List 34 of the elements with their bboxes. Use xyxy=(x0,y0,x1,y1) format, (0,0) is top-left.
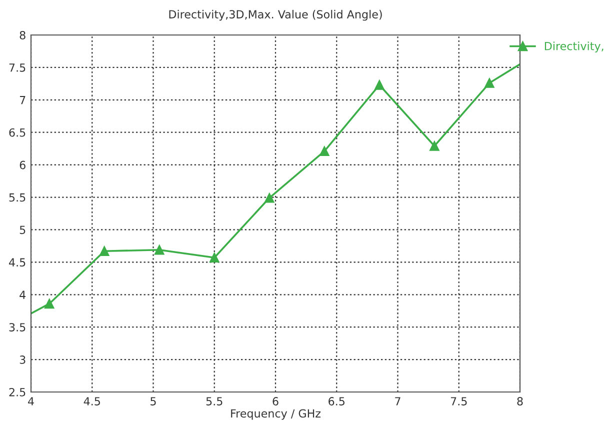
y-tick-label: 7 xyxy=(20,96,26,104)
point xyxy=(210,252,220,262)
y-tick-label: 3 xyxy=(20,356,26,364)
x-tick-label: 7.5 xyxy=(450,397,467,406)
x-axis-title: Frequency / GHz xyxy=(231,409,321,420)
x-tick-label: 5.5 xyxy=(206,397,222,406)
point xyxy=(99,246,110,256)
x-tick-label: 6 xyxy=(272,397,278,406)
point xyxy=(374,80,384,90)
x-tick-label: 7 xyxy=(395,397,400,406)
point xyxy=(154,244,164,255)
point xyxy=(44,298,54,309)
x-tick-label: 6.5 xyxy=(328,397,344,406)
y-tick-label: 3.5 xyxy=(9,323,26,332)
point xyxy=(264,193,274,203)
x-tick-label: 4.5 xyxy=(84,397,100,406)
y-tick-label: 6 xyxy=(20,160,26,170)
point xyxy=(484,78,494,88)
point xyxy=(430,141,440,151)
y-tick-label: 5.5 xyxy=(9,193,26,202)
y-tick-label: 4 xyxy=(20,290,26,299)
chart-title: Directivity,3D,Max. Value (Solid Angle) xyxy=(169,10,382,21)
point xyxy=(320,146,330,156)
y-tick-label: 2.5 xyxy=(9,388,26,396)
legend-label: Directivity, xyxy=(544,42,604,52)
line-series xyxy=(31,63,520,314)
x-tick-label: 8 xyxy=(517,397,523,406)
y-tick-label: 8 xyxy=(20,30,26,40)
x-tick-label: 4 xyxy=(28,397,34,406)
y-tick-label: 6.5 xyxy=(9,128,26,137)
y-tick-label: 4.5 xyxy=(9,258,26,267)
y-tick-label: 5 xyxy=(20,226,26,234)
x-tick-label: 5 xyxy=(150,397,156,406)
y-tick-label: 7.5 xyxy=(9,64,26,72)
